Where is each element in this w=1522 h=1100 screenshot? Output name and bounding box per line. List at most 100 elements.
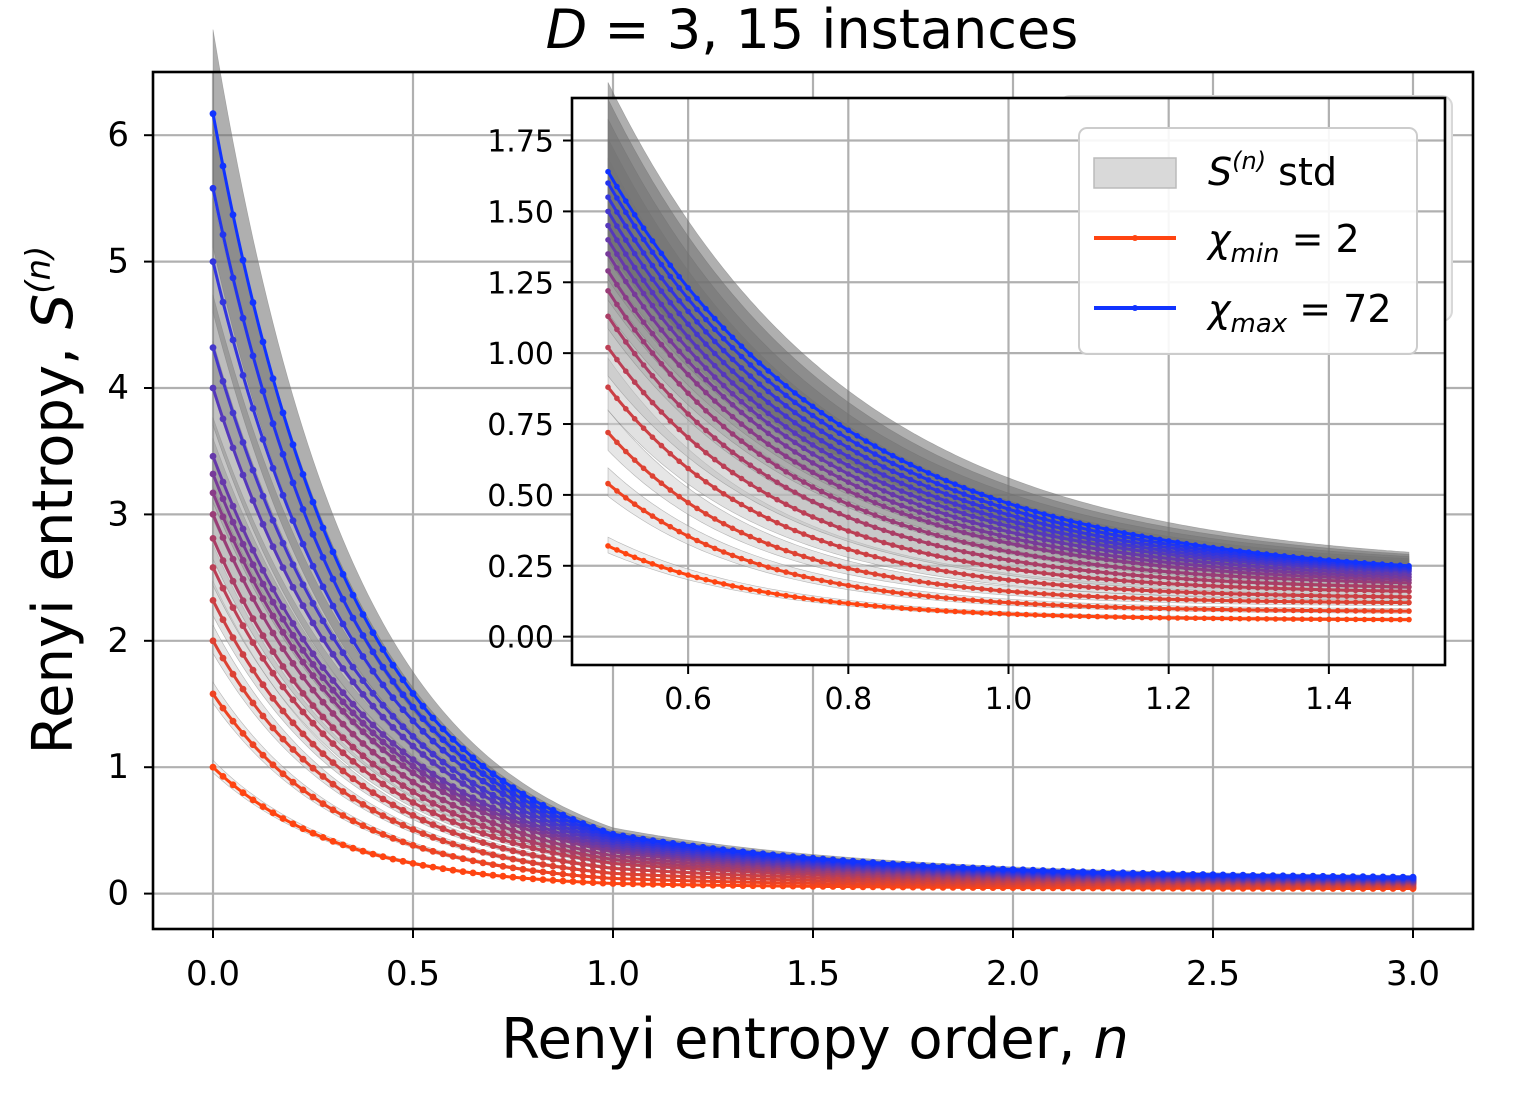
main-series-14-point-238 (1399, 873, 1407, 881)
main-series-3-point-0 (209, 597, 217, 604)
main-series-14-point-240 (1409, 873, 1417, 881)
inset-series-9-point-8 (640, 290, 647, 297)
inset-yticks-label-6: 1.50 (487, 195, 554, 230)
inset-series-13-point-64 (890, 460, 896, 467)
inset-series-5-point-16 (676, 402, 682, 408)
main-series-11-point-50 (459, 773, 467, 781)
inset-series-3-point-2 (614, 395, 620, 402)
inset-series-2-point-56 (854, 567, 860, 574)
inset-series-9-point-126 (1165, 555, 1172, 562)
inset-series-3-point-16 (676, 458, 682, 465)
inset-series-0-point-30 (738, 584, 745, 591)
inset-series-8-point-102 (1059, 545, 1065, 551)
main-series-12-point-28 (349, 637, 357, 645)
inset-series-1-point-98 (1041, 601, 1047, 608)
inset-series-3-point-152 (1281, 592, 1288, 598)
inset-series-13-point-12 (658, 261, 665, 268)
main-series-3-point-2 (219, 616, 227, 624)
inset-series-1-point-70 (916, 592, 923, 599)
main-series-14-point-4 (229, 211, 237, 219)
inset-series-12-point-80 (961, 497, 967, 504)
main-series-13-point-30 (359, 632, 367, 639)
inset-series-8-point-18 (685, 358, 691, 364)
inset-series-1-point-162 (1326, 607, 1332, 614)
legend-min-label: χmin = 2 (1206, 217, 1360, 269)
inset-series-6-point-98 (1041, 554, 1047, 561)
main-series-8-point-2 (219, 495, 227, 503)
inset-series-4-point-138 (1219, 583, 1225, 590)
inset-series-12-point-116 (1121, 538, 1127, 544)
main-series-3-point-42 (419, 816, 427, 824)
main-series-6-point-54 (479, 815, 487, 823)
inset-series-5-point-160 (1317, 582, 1323, 588)
main-series-3-point-62 (519, 849, 527, 857)
inset-series-10-point-112 (1103, 543, 1110, 549)
inset-series-9-point-34 (756, 413, 763, 420)
inset-series-3-point-114 (1112, 586, 1119, 592)
main-yticks-label-3: 3 (107, 494, 129, 534)
main-series-14-point-64 (529, 796, 537, 804)
inset-series-6-point-34 (756, 451, 763, 458)
inset-series-14-point-36 (765, 368, 771, 374)
inset-series-14-point-114 (1112, 528, 1119, 534)
inset-series-2-point-18 (685, 499, 691, 506)
inset-series-1-point-128 (1174, 606, 1181, 612)
inset-series-2-point-126 (1165, 596, 1172, 603)
inset-series-13-point-46 (809, 412, 816, 419)
inset-series-2-point-128 (1174, 596, 1181, 603)
main-series-3-point-50 (459, 832, 467, 840)
inset-series-2-point-54 (845, 565, 852, 572)
main-series-14-point-176 (1089, 868, 1097, 876)
main-series-0-point-10 (259, 803, 267, 810)
main-series-6-point-4 (229, 555, 237, 563)
main-series-8-point-42 (419, 769, 427, 777)
main-series-4-point-36 (389, 787, 397, 794)
inset-series-0-point-166 (1343, 616, 1350, 623)
inset-series-3-point-6 (631, 416, 638, 422)
main-series-9-point-56 (489, 804, 497, 812)
inset-series-0-point-98 (1041, 612, 1047, 618)
main-series-14-point-84 (629, 834, 637, 841)
main-series-14-point-70 (559, 811, 567, 819)
inset-series-2-point-110 (1094, 593, 1101, 600)
inset-series-6-point-0 (605, 288, 611, 294)
inset-series-8-point-122 (1148, 557, 1154, 564)
inset-series-4-point-114 (1112, 577, 1119, 583)
main-series-14-point-94 (679, 841, 687, 849)
inset-series-5-point-130 (1183, 576, 1190, 582)
main-series-1-point-76 (589, 873, 597, 881)
main-series-1-point-26 (339, 812, 347, 819)
main-series-8-point-28 (349, 709, 357, 717)
main-series-9-point-48 (449, 783, 457, 790)
main-series-3-point-52 (469, 836, 477, 843)
main-series-14-point-52 (469, 754, 477, 762)
inset-series-10-point-22 (703, 353, 709, 360)
main-series-4-point-12 (269, 669, 277, 677)
inset-series-11-point-26 (720, 359, 727, 366)
main-series-14-point-190 (1159, 870, 1167, 878)
inset-series-14-point-80 (961, 484, 967, 491)
main-series-10-point-8 (249, 497, 257, 504)
main-series-12-point-40 (409, 717, 417, 725)
inset-series-9-point-44 (801, 445, 807, 452)
main-series-14-point-68 (549, 806, 557, 814)
inset-series-9-point-20 (694, 356, 700, 362)
inset-series-14-point-124 (1157, 536, 1163, 543)
inset-series-5-point-116 (1121, 571, 1127, 578)
inset-series-3-point-136 (1210, 590, 1216, 596)
inset-series-10-point-52 (836, 458, 843, 464)
main-series-5-point-10 (259, 632, 267, 640)
inset-series-4-point-82 (970, 560, 976, 566)
inset-series-10-point-76 (943, 505, 949, 511)
inset-series-3-point-18 (685, 465, 691, 472)
inset-series-4-point-34 (756, 486, 763, 493)
main-series-14-point-236 (1389, 873, 1397, 881)
main-series-4-point-10 (259, 655, 267, 662)
inset-series-9-point-32 (747, 406, 754, 413)
inset-series-11-point-8 (640, 263, 647, 270)
inset-series-5-point-146 (1254, 579, 1261, 586)
inset-series-8-point-108 (1085, 549, 1092, 556)
main-series-2-point-38 (399, 821, 407, 829)
inset-series-4-point-36 (765, 492, 771, 498)
inset-series-1-point-114 (1112, 604, 1119, 611)
